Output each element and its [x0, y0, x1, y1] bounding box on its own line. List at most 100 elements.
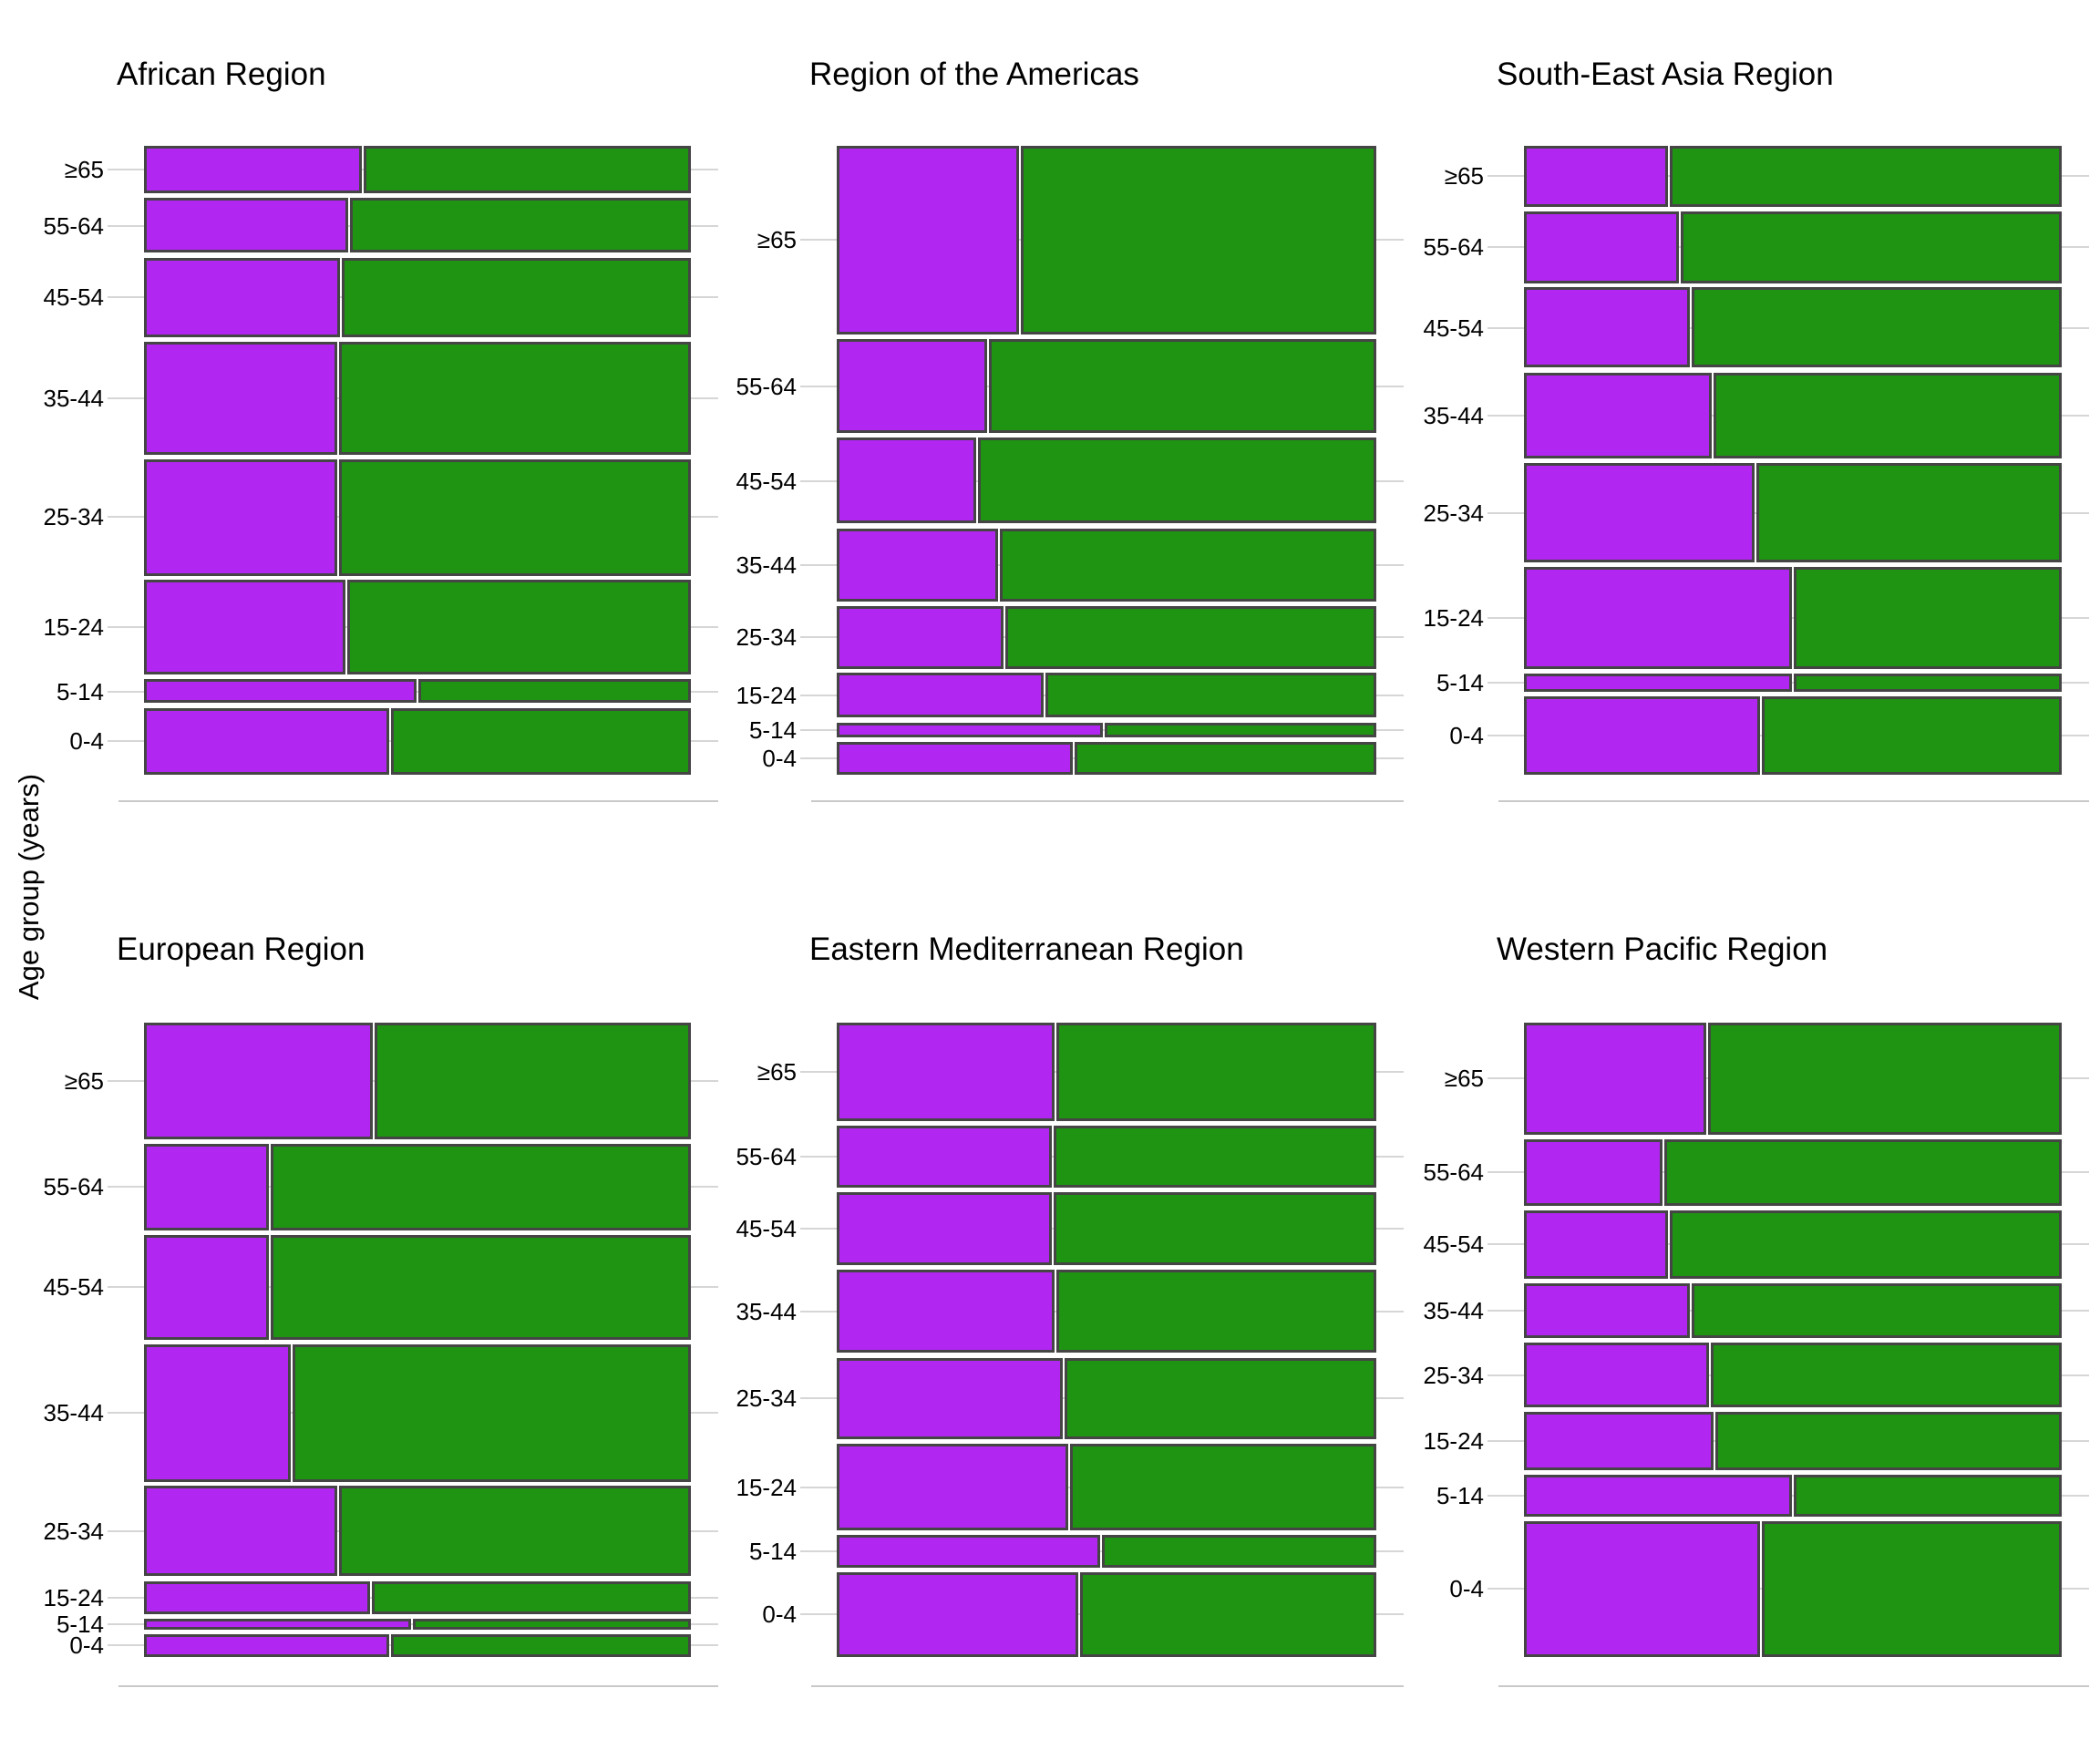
purple-segment [1524, 1412, 1714, 1470]
age-tick-label: 15-24 [736, 1474, 798, 1501]
green-segment [1664, 1139, 2062, 1206]
green-segment [978, 438, 1376, 523]
age-tick-label: 25-34 [1423, 1362, 1485, 1389]
age-tick-label: 45-54 [736, 468, 798, 495]
age-tick-label: 45-54 [43, 283, 105, 311]
green-segment [1681, 211, 2062, 283]
purple-segment [144, 1344, 291, 1482]
purple-segment [837, 1572, 1078, 1657]
age-tick-label: ≥65 [757, 1058, 797, 1086]
age-tick-label: 55-64 [1423, 1158, 1485, 1186]
purple-segment [1524, 287, 1690, 367]
purple-segment [837, 339, 987, 433]
purple-segment [144, 1144, 269, 1230]
purple-segment [1524, 1139, 1662, 1206]
purple-segment [837, 146, 1019, 335]
green-segment [1714, 373, 2062, 458]
purple-segment [1524, 463, 1755, 562]
age-tick-label: 15-24 [736, 682, 798, 709]
panel-title: Eastern Mediterranean Region [809, 932, 1244, 967]
age-tick-label: ≥65 [64, 1067, 104, 1095]
green-segment [293, 1344, 691, 1482]
age-tick-label: 25-34 [43, 1518, 105, 1545]
age-tick-label: 15-24 [1423, 1427, 1485, 1455]
age-tick-label: 35-44 [1423, 1297, 1485, 1324]
purple-segment [1524, 674, 1792, 692]
green-segment [1715, 1412, 2062, 1470]
green-segment [1054, 1192, 1376, 1265]
green-segment [989, 339, 1376, 433]
purple-segment [837, 529, 998, 602]
green-segment [1102, 1535, 1376, 1568]
purple-segment [837, 1358, 1063, 1439]
purple-segment [144, 459, 337, 576]
age-tick-label: 25-34 [736, 1385, 798, 1412]
green-segment [1794, 567, 2062, 669]
age-tick-label: 5-14 [1436, 1482, 1484, 1509]
green-segment [1670, 146, 2062, 207]
green-segment [1054, 1126, 1376, 1188]
purple-segment [144, 1634, 389, 1657]
green-segment [1670, 1210, 2062, 1279]
green-segment [1021, 146, 1376, 335]
purple-segment [144, 708, 389, 775]
age-tick-label: 0-4 [762, 745, 797, 772]
axis-line [118, 800, 718, 802]
green-segment [1065, 1358, 1376, 1439]
axis-line [811, 800, 1404, 802]
age-tick-label: 45-54 [43, 1273, 105, 1301]
purple-segment [1524, 1475, 1792, 1517]
axis-line [1498, 1685, 2089, 1687]
purple-segment [1524, 1521, 1760, 1657]
age-tick-label: 5-14 [56, 678, 104, 705]
green-segment [1708, 1023, 2062, 1135]
age-tick-label: 15-24 [43, 1584, 105, 1611]
purple-segment [144, 342, 337, 455]
green-segment [1756, 463, 2062, 562]
age-tick-label: 45-54 [1423, 314, 1485, 342]
age-tick-label: 0-4 [1449, 722, 1484, 749]
purple-segment [837, 1126, 1052, 1188]
purple-segment [144, 1235, 269, 1340]
panel-title: Western Pacific Region [1497, 932, 1828, 967]
age-tick-label: 15-24 [43, 613, 105, 641]
age-tick-label: 35-44 [43, 385, 105, 412]
green-segment [391, 708, 691, 775]
purple-segment [144, 580, 345, 674]
green-segment [418, 679, 691, 703]
purple-segment [1524, 1210, 1668, 1279]
age-tick-label: 55-64 [736, 373, 798, 400]
purple-segment [144, 1581, 370, 1614]
age-tick-label: ≥65 [757, 226, 797, 253]
age-tick-label: ≥65 [64, 156, 104, 183]
age-tick-label: 5-14 [1436, 669, 1484, 696]
age-tick-label: 25-34 [1423, 499, 1485, 527]
purple-segment [144, 198, 348, 252]
green-segment [364, 146, 691, 193]
green-segment [1762, 696, 2062, 775]
age-tick-label: 45-54 [736, 1215, 798, 1242]
purple-segment [144, 146, 362, 193]
age-tick-label: 0-4 [762, 1601, 797, 1628]
purple-segment [1524, 1023, 1706, 1135]
age-tick-label: 5-14 [748, 1538, 797, 1565]
purple-segment [144, 679, 417, 703]
purple-segment [1524, 373, 1712, 458]
purple-segment [1524, 211, 1679, 283]
green-segment [1045, 673, 1376, 717]
green-segment [271, 1235, 691, 1340]
panel-title: African Region [117, 57, 326, 92]
axis-line [1498, 800, 2089, 802]
purple-segment [837, 1023, 1055, 1121]
purple-segment [144, 1023, 373, 1139]
age-tick-label: 35-44 [1423, 402, 1485, 429]
purple-segment [837, 1444, 1068, 1530]
green-segment [1070, 1444, 1376, 1530]
age-tick-label: 5-14 [56, 1611, 104, 1638]
purple-segment [1524, 146, 1668, 207]
age-tick-label: 25-34 [736, 623, 798, 651]
green-segment [1711, 1343, 2062, 1407]
green-segment [342, 258, 691, 337]
age-tick-label: 0-4 [69, 1632, 104, 1659]
panel-title: South-East Asia Region [1497, 57, 1834, 92]
